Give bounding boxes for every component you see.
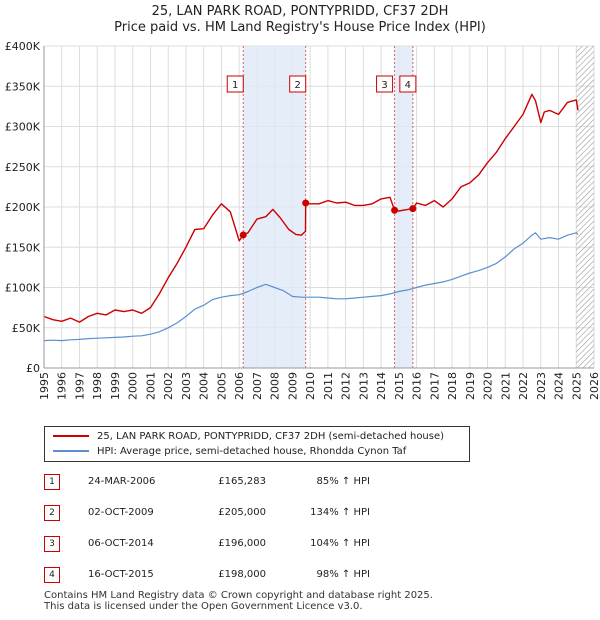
x-tick-label: 1995 (38, 372, 51, 400)
legend-swatch-property (53, 435, 89, 437)
sale-date: 02-OCT-2009 (88, 507, 154, 518)
y-tick-label: £250K (5, 161, 41, 174)
legend-swatch-hpi (53, 450, 89, 452)
sale-point (391, 206, 399, 214)
x-tick-label: 2012 (340, 372, 353, 400)
x-tick-label: 2016 (411, 372, 424, 400)
sale-hpi-change: 85% ↑ HPI (316, 476, 370, 487)
sale-label-number: 3 (381, 80, 387, 91)
y-tick-label: £0 (26, 362, 40, 375)
x-tick-label: 2009 (286, 372, 299, 400)
x-tick-label: 2001 (144, 372, 157, 400)
shaded-period (243, 46, 306, 368)
x-tick-label: 2007 (251, 372, 264, 400)
sale-date: 24-MAR-2006 (88, 476, 156, 487)
x-tick-label: 1999 (109, 372, 122, 400)
x-tick-label: 2006 (233, 372, 246, 400)
sale-row: 1 24-MAR-2006 £165,283 85% ↑ HPI (44, 474, 464, 490)
property-price-line (43, 93, 579, 323)
legend-item-property: 25, LAN PARK ROAD, PONTYPRIDD, CF37 2DH … (53, 430, 444, 444)
y-tick-label: £350K (5, 80, 41, 93)
x-tick-label: 2023 (535, 372, 548, 400)
x-tick-label: 2019 (464, 372, 477, 400)
sale-hpi-change: 104% ↑ HPI (310, 538, 370, 549)
sale-number-badge: 1 (44, 474, 60, 490)
x-tick-label: 2013 (357, 372, 370, 400)
x-tick-label: 2025 (570, 372, 583, 400)
sale-price: £205,000 (218, 507, 266, 518)
sale-date: 16-OCT-2015 (88, 569, 154, 580)
x-tick-label: 2020 (482, 372, 495, 400)
sale-number-badge: 3 (44, 536, 60, 552)
y-tick-label: £100K (5, 282, 41, 295)
x-tick-label: 1997 (73, 372, 86, 400)
sale-hpi-change: 134% ↑ HPI (310, 507, 370, 518)
x-tick-label: 1996 (56, 372, 69, 400)
y-tick-label: £400K (5, 40, 41, 53)
sale-point (409, 205, 417, 213)
legend-label-hpi: HPI: Average price, semi-detached house,… (97, 446, 407, 457)
price-chart: 1 2 3 4 £0 £50K £100K £150K £200K £250K £300K £350… (5, 40, 600, 400)
future-hatch-region (576, 46, 594, 368)
x-tick-label: 2005 (215, 372, 228, 400)
sale-row: 4 16-OCT-2015 £198,000 98% ↑ HPI (44, 567, 464, 583)
sale-point (302, 199, 310, 207)
sale-price: £165,283 (218, 476, 266, 487)
sale-label-number: 2 (295, 80, 301, 91)
x-tick-label: 2026 (588, 372, 600, 400)
sale-row: 2 02-OCT-2009 £205,000 134% ↑ HPI (44, 505, 464, 521)
x-tick-label: 2022 (517, 372, 530, 400)
y-tick-label: £150K (5, 241, 41, 254)
x-tick-label: 2017 (428, 372, 441, 400)
sale-label-box (399, 75, 417, 93)
footer-line: This data is licensed under the Open Gov… (44, 601, 363, 612)
legend-label-property: 25, LAN PARK ROAD, PONTYPRIDD, CF37 2DH … (97, 431, 445, 442)
sale-row: 3 06-OCT-2014 £196,000 104% ↑ HPI (44, 536, 464, 552)
sale-label-number: 4 (405, 80, 411, 91)
sale-label-box (226, 75, 244, 93)
x-tick-label: 2018 (446, 372, 459, 400)
x-tick-label: 2004 (198, 372, 211, 400)
sale-number-badge: 2 (44, 505, 60, 521)
x-tick-label: 2024 (553, 372, 566, 400)
x-tick-label: 2021 (499, 372, 512, 400)
sale-point (239, 231, 247, 239)
sale-hpi-change: 98% ↑ HPI (316, 569, 370, 580)
hpi-line (43, 232, 579, 342)
sale-label-box (289, 75, 307, 93)
footer-attribution: Contains HM Land Registry data © Crown c… (44, 590, 433, 612)
footer-line: Contains HM Land Registry data © Crown c… (44, 590, 433, 601)
y-tick-label: £200K (5, 201, 41, 214)
sale-label-box (376, 75, 394, 93)
chart-title: 25, LAN PARK ROAD, PONTYPRIDD, CF37 2DH (151, 4, 449, 19)
y-tick-label: £50K (12, 322, 41, 335)
x-tick-label: 2002 (162, 372, 175, 400)
sale-price: £198,000 (218, 569, 266, 580)
x-tick-label: 2003 (180, 372, 193, 400)
sale-number-badge: 4 (44, 567, 60, 583)
legend: 25, LAN PARK ROAD, PONTYPRIDD, CF37 2DH … (44, 426, 470, 462)
x-tick-label: 2014 (375, 372, 388, 400)
y-tick-label: £300K (5, 121, 41, 134)
chart-subtitle: Price paid vs. HM Land Registry's House … (114, 20, 486, 35)
sale-price: £196,000 (218, 538, 266, 549)
x-tick-label: 2015 (393, 372, 406, 400)
legend-item-hpi: HPI: Average price, semi-detached house,… (53, 445, 406, 459)
sale-date: 06-OCT-2014 (88, 538, 154, 549)
shaded-period (394, 46, 413, 368)
x-tick-label: 2010 (304, 372, 317, 400)
x-tick-label: 2011 (322, 372, 335, 400)
x-tick-label: 2000 (127, 372, 140, 400)
x-tick-label: 1998 (91, 372, 104, 400)
x-tick-label: 2008 (269, 372, 282, 400)
sale-label-number: 1 (232, 80, 238, 91)
